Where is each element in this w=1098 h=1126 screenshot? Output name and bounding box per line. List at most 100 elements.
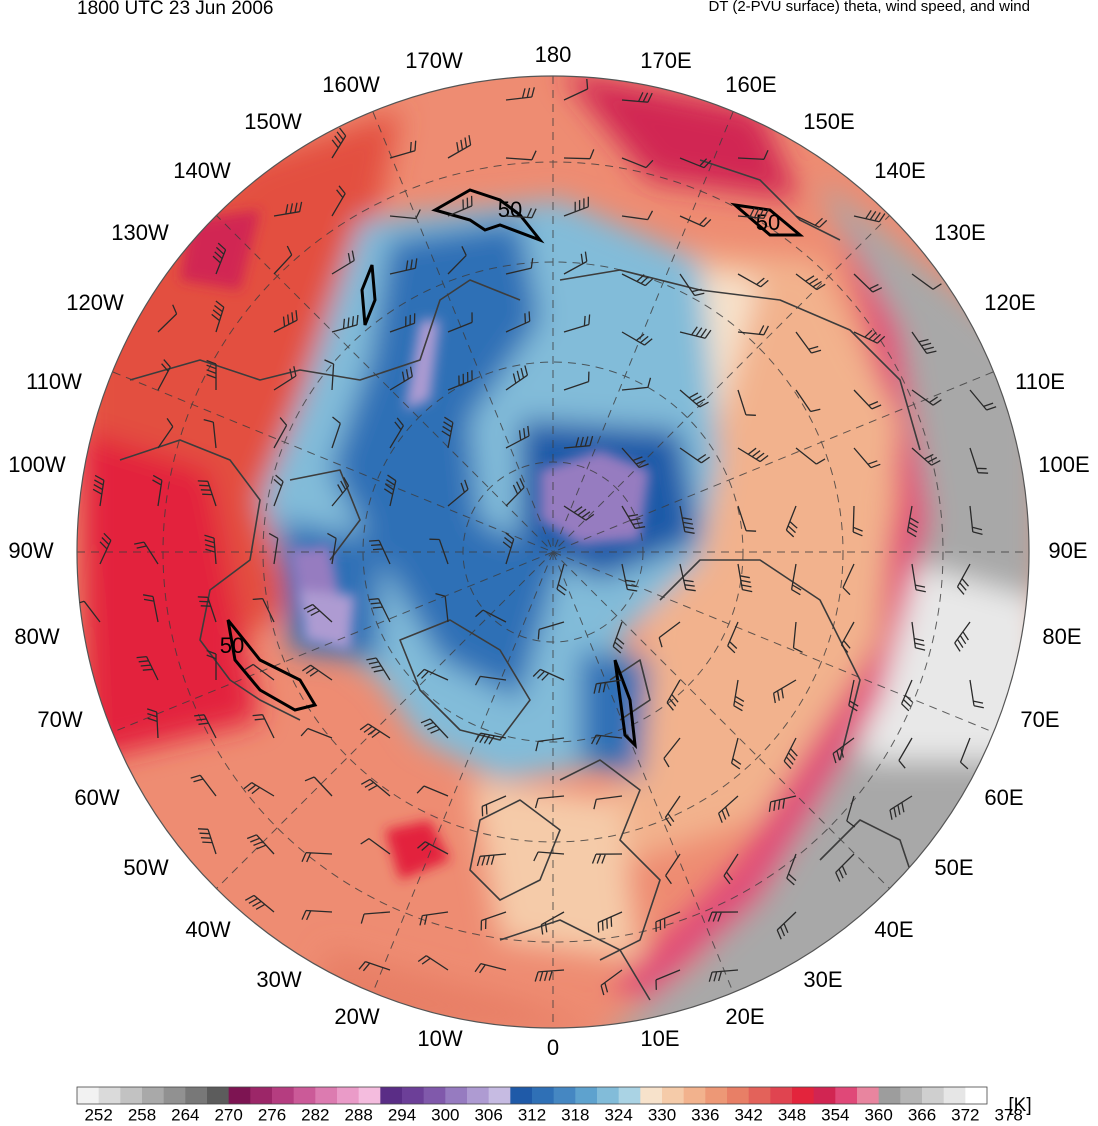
wind-barb xyxy=(360,838,391,855)
colorbar-unit: [K] xyxy=(1008,1095,1031,1116)
wind-barb xyxy=(621,447,649,469)
lon-label-40e: 40E xyxy=(874,917,913,942)
wind-barb xyxy=(389,140,417,159)
wind-barb xyxy=(563,505,595,521)
colorbar-tick-label: 270 xyxy=(214,1105,242,1124)
wind-barb xyxy=(737,149,769,160)
wind-barb xyxy=(194,714,217,739)
wind-barb xyxy=(853,210,886,223)
colorbar-tick-label: 300 xyxy=(431,1105,459,1124)
wind-barb xyxy=(733,679,745,712)
wind-barb xyxy=(621,505,646,530)
wind-barb xyxy=(157,418,174,449)
wind-barb xyxy=(532,668,565,681)
wind-barb xyxy=(273,474,284,507)
wind-barb xyxy=(505,365,529,391)
wind-barb xyxy=(679,563,696,592)
colorbar-tick-label: 366 xyxy=(908,1105,936,1124)
wind-barb xyxy=(197,596,217,623)
contour-label: 50 xyxy=(220,633,244,658)
wind-barb xyxy=(679,326,712,339)
wind-barb xyxy=(911,563,926,593)
contour-label: 50 xyxy=(498,197,522,222)
wind-barb xyxy=(707,911,739,922)
colorbar-swatch xyxy=(553,1087,576,1104)
wind-barb xyxy=(591,734,623,745)
wind-barb xyxy=(420,718,449,739)
wind-barb xyxy=(146,708,159,739)
wind-barb xyxy=(848,679,859,712)
wind-barb xyxy=(906,505,919,538)
wind-barb xyxy=(505,87,535,101)
wind-barb xyxy=(969,389,997,411)
contour-label: 50 xyxy=(756,210,780,235)
lon-label-170w: 170W xyxy=(405,48,463,73)
lon-label-30w: 30W xyxy=(256,967,301,992)
colorbar-swatch xyxy=(748,1087,771,1104)
colorbar-swatch xyxy=(835,1087,858,1104)
colorbar-swatch xyxy=(618,1087,641,1104)
wind-barb xyxy=(537,621,565,640)
wind-barb xyxy=(666,679,681,711)
wind-barb xyxy=(447,246,467,275)
colorbar-tick-label: 258 xyxy=(128,1105,156,1124)
wind-barb xyxy=(383,474,397,507)
wind-barb xyxy=(621,331,653,346)
wind-barb xyxy=(795,331,822,354)
colorbar-swatch xyxy=(857,1087,880,1104)
wind-barb xyxy=(840,621,855,653)
wind-barb xyxy=(300,727,333,739)
wind-barb xyxy=(447,479,469,507)
colorbar-swatch xyxy=(250,1087,273,1104)
wind-barb xyxy=(204,534,217,565)
lon-label-110w: 110W xyxy=(26,369,82,394)
wind-barb xyxy=(717,795,739,823)
colorbar-swatch xyxy=(575,1087,598,1104)
wind-barb xyxy=(417,955,449,971)
lon-label-0: 0 xyxy=(547,1035,559,1060)
lon-label-20w: 20W xyxy=(334,1004,379,1029)
colorbar-swatch xyxy=(120,1087,143,1104)
wind-barb xyxy=(795,447,826,465)
wind-barb xyxy=(246,834,275,855)
wind-barb xyxy=(502,532,515,565)
wind-barb xyxy=(92,474,105,507)
colorbar-tick-label: 348 xyxy=(778,1105,806,1124)
wind-barb xyxy=(331,416,341,449)
wind-barb xyxy=(212,242,227,275)
wind-barb xyxy=(663,737,681,768)
colorbar-tick-label: 354 xyxy=(821,1105,849,1124)
colorbar-swatch xyxy=(727,1087,750,1104)
lon-label-20e: 20E xyxy=(725,1004,764,1029)
wind-barb xyxy=(535,737,565,752)
lon-label-150e: 150E xyxy=(803,109,854,134)
wind-barb xyxy=(737,505,757,532)
lon-label-100e: 100E xyxy=(1038,452,1089,477)
wind-barb xyxy=(737,389,756,416)
wind-barb xyxy=(447,135,472,159)
wind-barb xyxy=(303,603,333,623)
wind-barb xyxy=(969,447,989,474)
wind-barb xyxy=(360,778,391,797)
wind-barb xyxy=(621,92,653,103)
longitude-labels: 0 10E 20E 30E 40E 50E 60E 70E 80E 90E 10… xyxy=(8,42,1089,1060)
colorbar: 252 258 264 270 276 282 288 294 300 306 312 318 324 3… xyxy=(76,1086,1032,1124)
lon-label-150w: 150W xyxy=(244,109,302,134)
wind-barb xyxy=(244,894,275,913)
wind-barb xyxy=(737,273,769,288)
wind-barb xyxy=(853,447,881,469)
wind-barb xyxy=(331,250,355,275)
lon-label-140w: 140W xyxy=(173,158,231,183)
wind-barb xyxy=(369,539,391,565)
wind-barb xyxy=(911,447,941,466)
wind-barb xyxy=(846,795,856,828)
wind-barb xyxy=(273,245,293,275)
wind-barb xyxy=(474,962,507,974)
colorbar-swatch xyxy=(683,1087,706,1104)
colorbar-swatch xyxy=(792,1087,815,1104)
wind-barb xyxy=(268,532,279,565)
wind-barbs xyxy=(77,78,997,996)
wind-barb xyxy=(417,841,449,855)
lon-label-60w: 60W xyxy=(74,785,119,810)
colorbar-tick-label: 294 xyxy=(388,1105,416,1124)
